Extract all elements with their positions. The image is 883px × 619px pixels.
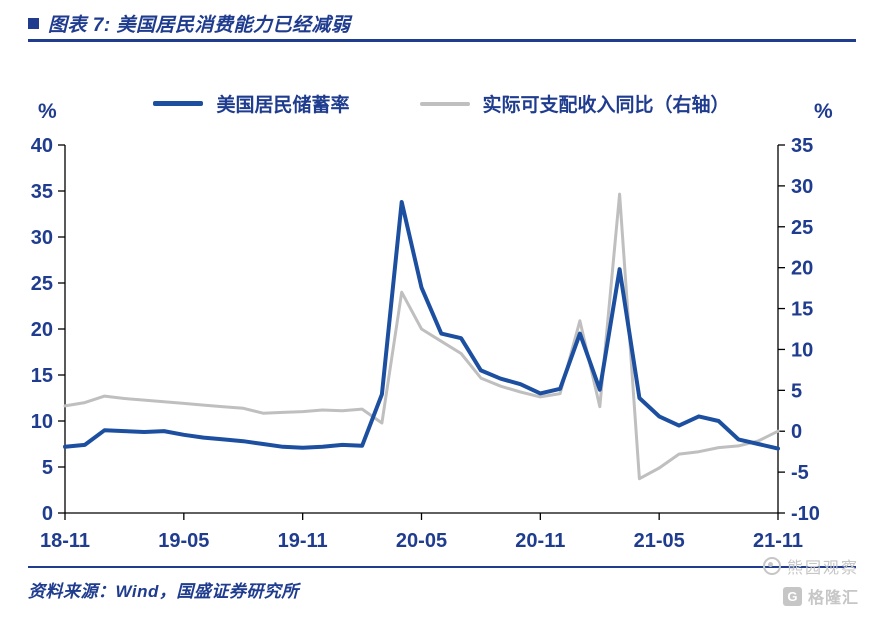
svg-text:19-05: 19-05 bbox=[158, 530, 209, 552]
svg-text:0: 0 bbox=[42, 503, 53, 525]
disposable-income-line-swatch bbox=[419, 101, 470, 106]
watermark-account-name: 熊园观察 bbox=[786, 560, 859, 577]
legend-item-disposable-income: 实际可支配收入同比（右轴） bbox=[419, 90, 730, 117]
saving-rate-line-swatch bbox=[153, 101, 204, 106]
watermark-logo-row: G 格隆汇 bbox=[763, 584, 859, 608]
bottom-divider bbox=[28, 566, 856, 568]
svg-text:35: 35 bbox=[791, 135, 813, 157]
svg-text:15: 15 bbox=[791, 299, 813, 321]
svg-text:21-11: 21-11 bbox=[753, 530, 803, 552]
top-divider bbox=[28, 39, 856, 42]
figure-title: 图表 7: 美国居民消费能力已经减弱 bbox=[48, 15, 351, 36]
svg-text:5: 5 bbox=[42, 457, 53, 479]
watermark: 熊园观察 G 格隆汇 bbox=[762, 554, 859, 608]
svg-text:10: 10 bbox=[31, 411, 53, 433]
dual-axis-line-chart: 0 5 10 15 20 25 30 35 40 -10 -5 0 5 10 15 20 25 30 35 18-11… bbox=[31, 135, 820, 552]
left-axis-unit: % bbox=[38, 100, 57, 123]
svg-text:20: 20 bbox=[31, 319, 53, 341]
figure-header: 图表 7: 美国居民消费能力已经减弱 bbox=[28, 10, 350, 37]
watermark-account-row: 熊园观察 bbox=[762, 554, 859, 578]
svg-text:-10: -10 bbox=[791, 503, 820, 525]
gelonghui-logo-text: 格隆汇 bbox=[807, 590, 859, 607]
source-note: 资料来源：Wind，国盛证券研究所 bbox=[28, 582, 299, 601]
svg-text:5: 5 bbox=[791, 380, 802, 402]
svg-text:20: 20 bbox=[791, 258, 813, 280]
title-bullet-icon bbox=[28, 18, 39, 29]
svg-text:20-05: 20-05 bbox=[396, 530, 447, 552]
svg-text:30: 30 bbox=[791, 176, 813, 198]
svg-text:15: 15 bbox=[31, 365, 53, 387]
svg-text:10: 10 bbox=[791, 339, 813, 361]
svg-text:20-11: 20-11 bbox=[515, 530, 565, 552]
svg-text:25: 25 bbox=[791, 217, 813, 239]
gelonghui-logo-icon: G bbox=[782, 586, 802, 606]
svg-text:25: 25 bbox=[31, 273, 53, 295]
svg-text:40: 40 bbox=[31, 135, 53, 157]
legend-label-saving-rate: 美国居民储蓄率 bbox=[216, 95, 350, 116]
svg-text:0: 0 bbox=[791, 421, 802, 443]
svg-text:35: 35 bbox=[31, 181, 53, 203]
svg-text:30: 30 bbox=[31, 227, 53, 249]
svg-text:19-11: 19-11 bbox=[278, 530, 328, 552]
svg-text:21-05: 21-05 bbox=[634, 530, 685, 552]
legend-item-saving-rate: 美国居民储蓄率 bbox=[153, 90, 350, 117]
chart-legend: 美国居民储蓄率 实际可支配收入同比（右轴） bbox=[0, 90, 883, 117]
svg-text:-5: -5 bbox=[791, 462, 809, 484]
right-axis-unit: % bbox=[814, 100, 833, 123]
wechat-account-icon bbox=[762, 557, 781, 575]
svg-text:18-11: 18-11 bbox=[40, 530, 90, 552]
legend-label-disposable-income: 实际可支配收入同比（右轴） bbox=[482, 95, 730, 116]
